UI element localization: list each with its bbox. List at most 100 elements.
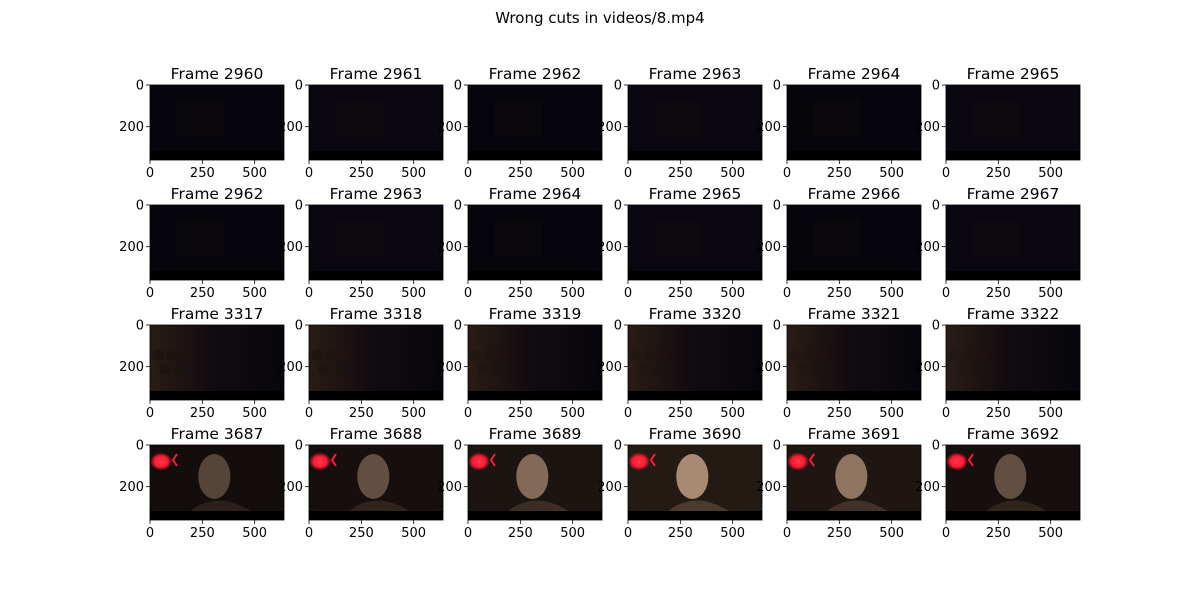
x-tick-label: 500 xyxy=(720,526,745,541)
axes-frame xyxy=(467,84,603,161)
axes-frame xyxy=(467,204,603,281)
frame-panel: Frame 2960 0 250 500 0 200 xyxy=(119,65,285,181)
frame-image xyxy=(787,205,921,280)
y-tick-label: 200 xyxy=(437,240,462,255)
y-tick-label: 200 xyxy=(915,240,940,255)
frame-panel: Frame 2963 0 250 500 0 200 xyxy=(597,65,763,181)
y-tick-label: 0 xyxy=(932,319,940,334)
x-tick-label: 500 xyxy=(560,526,585,541)
y-tick-label: 0 xyxy=(295,199,303,214)
frame-image xyxy=(628,205,762,280)
y-tick-label: 200 xyxy=(915,480,940,495)
y-tick-label: 0 xyxy=(932,79,940,94)
x-tick-label: 500 xyxy=(401,406,426,421)
y-tick-label: 0 xyxy=(295,79,303,94)
y-tick-label: 0 xyxy=(454,79,462,94)
x-tick-label: 500 xyxy=(1038,526,1063,541)
axes-frame xyxy=(786,84,922,161)
axes-frame xyxy=(627,444,763,521)
x-tick-label: 0 xyxy=(942,166,950,181)
axes-frame xyxy=(627,84,763,161)
x-tick-label: 0 xyxy=(624,286,632,301)
x-tick-label: 500 xyxy=(1038,166,1063,181)
y-tick-label: 200 xyxy=(756,360,781,375)
frame-image xyxy=(309,85,443,160)
panel-title: Frame 3320 xyxy=(649,305,742,323)
y-tick-label: 0 xyxy=(136,319,144,334)
panel-title: Frame 3318 xyxy=(330,305,423,323)
x-tick-label: 250 xyxy=(349,406,374,421)
red-light-glow xyxy=(309,452,331,471)
y-tick-label: 200 xyxy=(756,120,781,135)
x-tick-label: 500 xyxy=(242,286,267,301)
panel-title: Frame 3689 xyxy=(489,425,582,443)
x-tick-label: 250 xyxy=(190,406,215,421)
red-light-glow xyxy=(787,452,809,471)
y-tick-label: 200 xyxy=(278,120,303,135)
y-tick-label: 200 xyxy=(756,480,781,495)
frame-panel: Frame 2967 0 250 500 0 200 xyxy=(915,185,1081,301)
x-tick-label: 500 xyxy=(242,526,267,541)
x-tick-label: 500 xyxy=(720,406,745,421)
axes-frame xyxy=(467,324,603,401)
frame-image xyxy=(946,205,1080,280)
frame-panel: Frame 2962 0 250 500 0 200 xyxy=(119,185,285,301)
x-tick-label: 0 xyxy=(783,166,791,181)
y-tick-label: 0 xyxy=(614,199,622,214)
frame-panel: Frame 3688 0 250 500 0 200 xyxy=(278,425,444,541)
panel-title: Frame 3691 xyxy=(808,425,901,443)
x-tick-label: 250 xyxy=(986,406,1011,421)
frame-panel: Frame 3692 0 250 500 0 200 xyxy=(915,425,1081,541)
x-tick-label: 250 xyxy=(508,166,533,181)
x-tick-label: 250 xyxy=(986,166,1011,181)
x-tick-label: 250 xyxy=(349,166,374,181)
panel-title: Frame 2965 xyxy=(967,65,1060,83)
x-tick-label: 500 xyxy=(401,526,426,541)
frame-panel: Frame 3317 0 250 500 0 200 xyxy=(119,305,285,421)
panel-title: Frame 3690 xyxy=(649,425,742,443)
frame-image xyxy=(946,85,1080,160)
frame-panel: Frame 3322 0 250 500 0 200 xyxy=(915,305,1081,421)
x-tick-label: 500 xyxy=(401,286,426,301)
y-tick-label: 200 xyxy=(597,120,622,135)
x-tick-label: 250 xyxy=(827,166,852,181)
x-tick-label: 250 xyxy=(508,406,533,421)
x-tick-label: 500 xyxy=(879,406,904,421)
x-tick-label: 0 xyxy=(305,166,313,181)
axes-frame xyxy=(149,324,285,401)
y-tick-label: 0 xyxy=(773,319,781,334)
x-tick-label: 0 xyxy=(464,286,472,301)
x-tick-label: 0 xyxy=(783,526,791,541)
axes-frame xyxy=(149,204,285,281)
y-tick-label: 0 xyxy=(614,319,622,334)
frame-panel: Frame 2966 0 250 500 0 200 xyxy=(756,185,922,301)
frame-panel: Frame 3691 0 250 500 0 200 xyxy=(756,425,922,541)
frame-panel: Frame 3321 0 250 500 0 200 xyxy=(756,305,922,421)
axes-frame xyxy=(149,84,285,161)
x-tick-label: 500 xyxy=(879,166,904,181)
frame-panel: Frame 2965 0 250 500 0 200 xyxy=(597,185,763,301)
x-tick-label: 0 xyxy=(305,526,313,541)
x-tick-label: 0 xyxy=(146,406,154,421)
axes-frame xyxy=(945,204,1081,281)
axes-frame xyxy=(945,324,1081,401)
x-tick-label: 500 xyxy=(720,166,745,181)
y-tick-label: 200 xyxy=(278,480,303,495)
frame-panel: Frame 2965 0 250 500 0 200 xyxy=(915,65,1081,181)
axes-frame xyxy=(149,444,285,521)
x-tick-label: 500 xyxy=(560,286,585,301)
y-tick-label: 200 xyxy=(915,360,940,375)
frame-image xyxy=(787,325,921,400)
axes-frame xyxy=(308,84,444,161)
x-tick-label: 250 xyxy=(986,526,1011,541)
frame-panel: Frame 2962 0 250 500 0 200 xyxy=(437,65,603,181)
x-tick-label: 250 xyxy=(986,286,1011,301)
frame-image xyxy=(150,205,284,280)
x-tick-label: 500 xyxy=(1038,406,1063,421)
axes-frame xyxy=(627,204,763,281)
panel-title: Frame 2962 xyxy=(489,65,582,83)
y-tick-label: 0 xyxy=(614,79,622,94)
x-tick-label: 250 xyxy=(190,526,215,541)
x-tick-label: 0 xyxy=(942,406,950,421)
